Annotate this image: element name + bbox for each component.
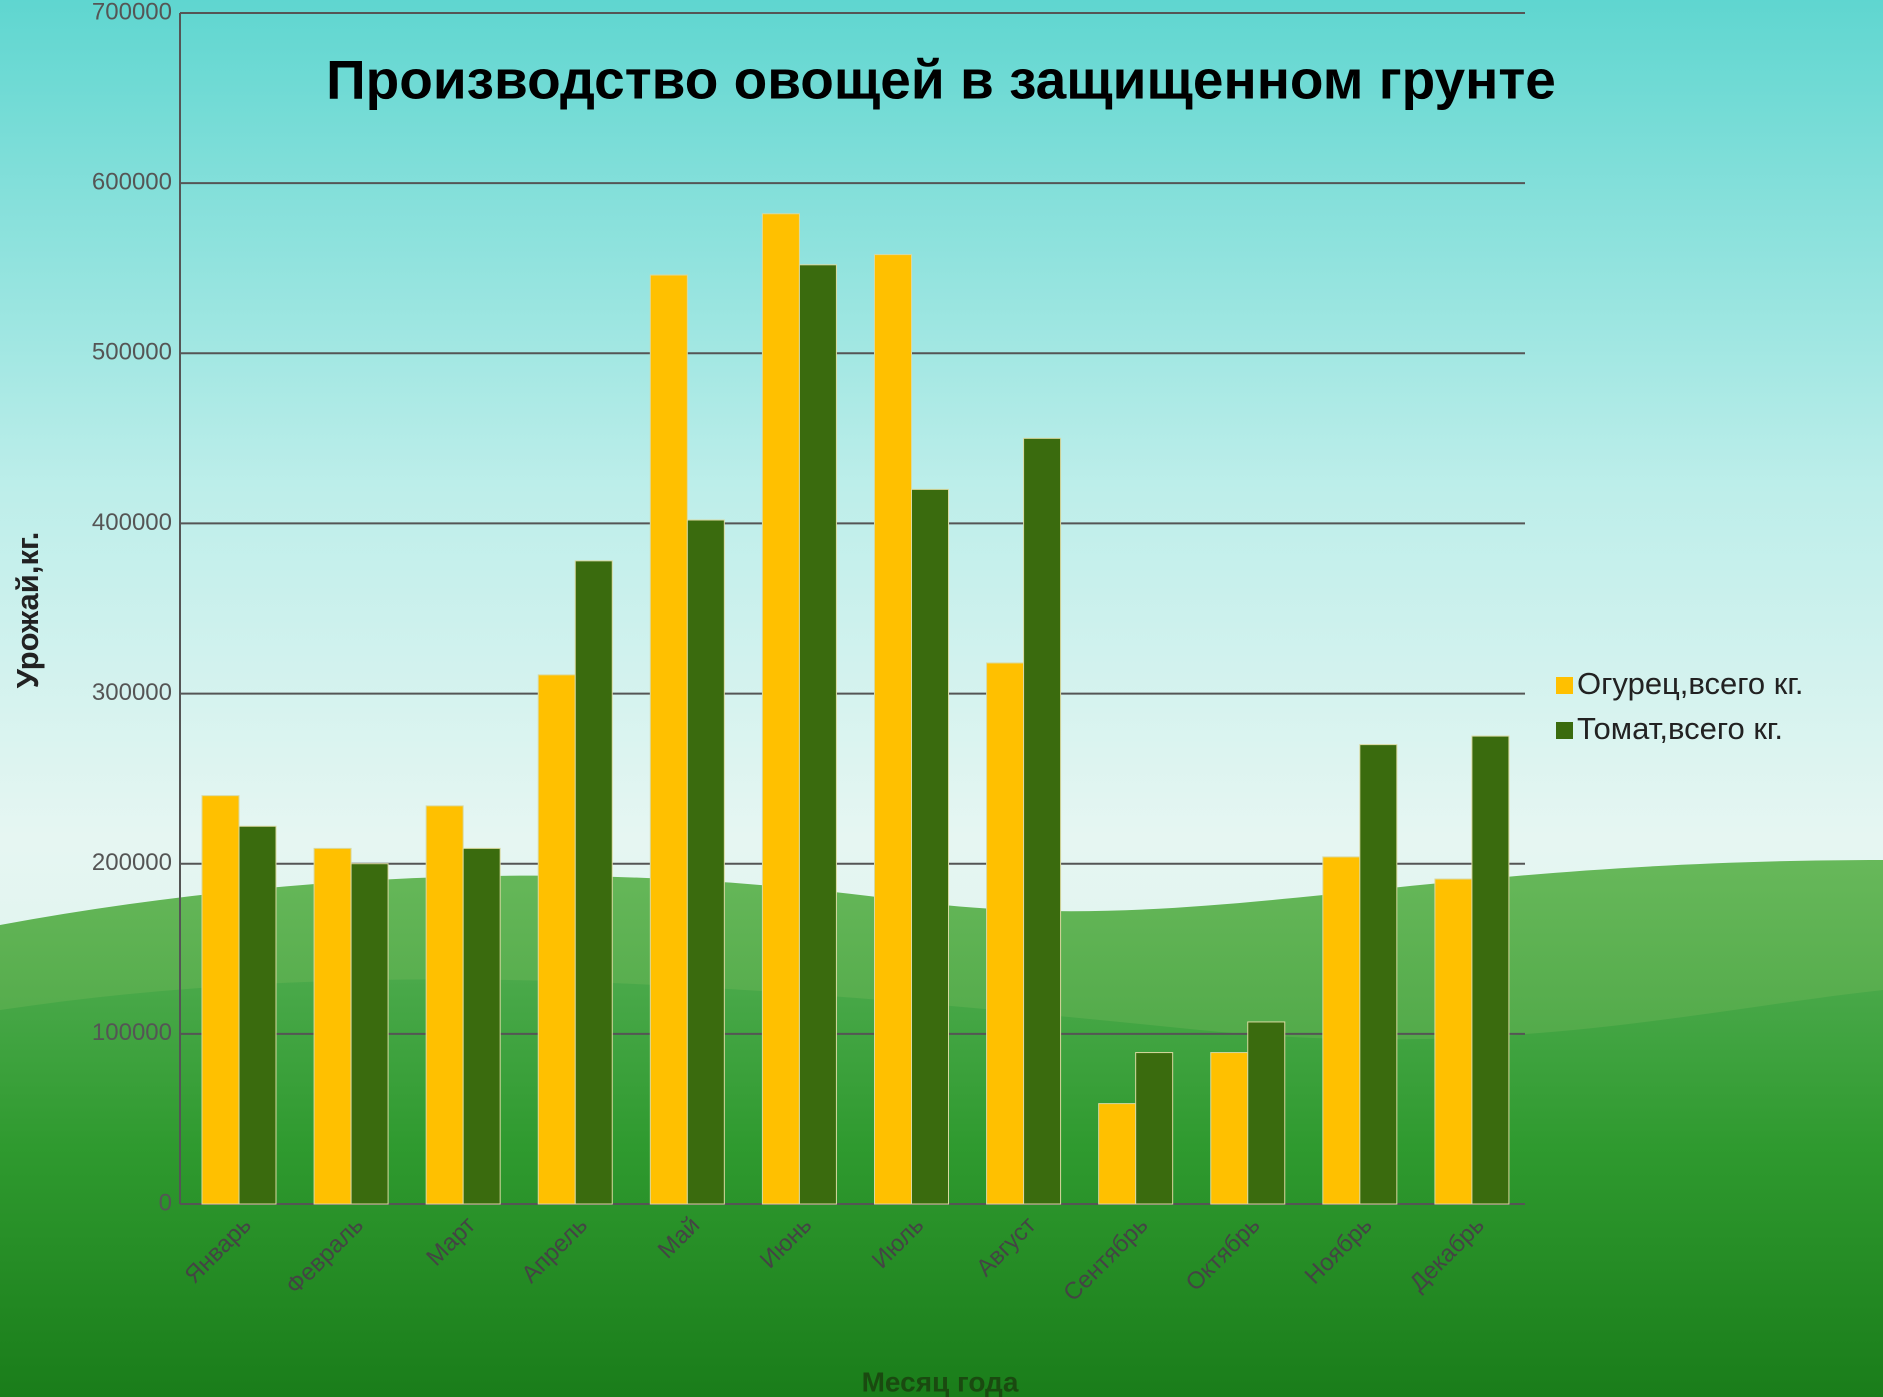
- y-axis-label: Урожай,кг.: [10, 532, 45, 689]
- x-axis-label: Месяц года: [862, 1366, 1019, 1397]
- bar: [238, 825, 277, 1205]
- bar: [462, 847, 501, 1205]
- y-tick-label: 600000: [92, 168, 172, 195]
- bar: [537, 674, 576, 1205]
- legend-label: Огурец,всего кг.: [1577, 666, 1803, 701]
- bar: [1359, 744, 1398, 1205]
- legend-swatch: [1556, 677, 1573, 694]
- bar: [686, 519, 725, 1205]
- bar: [649, 274, 688, 1205]
- y-tick-label: 200000: [92, 849, 172, 876]
- bar: [313, 847, 352, 1205]
- bar: [986, 662, 1025, 1205]
- bar: [1434, 878, 1473, 1205]
- y-tick-label: 300000: [92, 679, 172, 706]
- chart-title: Производство овощей в защищенном грунте: [326, 49, 1556, 111]
- bar: [1322, 856, 1361, 1205]
- bar: [1247, 1021, 1286, 1205]
- y-tick-label: 700000: [92, 0, 172, 25]
- bar: [574, 560, 613, 1205]
- legend-label: Томат,всего кг.: [1577, 711, 1783, 746]
- bar: [1135, 1052, 1174, 1205]
- bar: [911, 488, 949, 1205]
- bar: [1023, 437, 1062, 1205]
- y-tick-label: 100000: [92, 1019, 172, 1046]
- legend-swatch: [1556, 722, 1573, 739]
- y-tick-label: 0: [159, 1189, 172, 1216]
- bar: [1210, 1052, 1249, 1205]
- bar: [350, 863, 389, 1205]
- bar: [874, 254, 912, 1205]
- bar: [761, 213, 800, 1205]
- bar: [798, 264, 837, 1205]
- y-tick-label: 500000: [92, 339, 172, 366]
- bar: [425, 805, 464, 1205]
- bar: [201, 795, 240, 1205]
- y-tick-label: 400000: [92, 509, 172, 536]
- bar: [1471, 735, 1510, 1205]
- bar: [1098, 1103, 1137, 1205]
